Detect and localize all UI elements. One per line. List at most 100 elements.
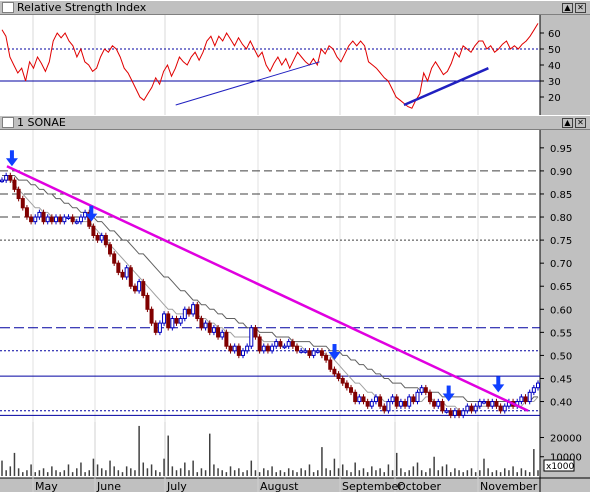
price-candle <box>398 401 403 407</box>
price-candle <box>128 267 133 287</box>
price-candle <box>295 345 300 352</box>
price-y-tick-label: 0.45 <box>550 374 572 385</box>
price-candle <box>353 391 358 403</box>
price-close-button[interactable]: ✕ <box>575 118 586 128</box>
price-candle <box>220 331 225 338</box>
price-candle <box>108 244 113 255</box>
rsi-minimize-button[interactable]: ▲ <box>562 3 573 13</box>
price-candle <box>162 313 167 324</box>
price-candle <box>211 327 216 333</box>
price-candle <box>315 350 320 353</box>
rsi-chart: 60 50 40 30 20 <box>0 15 561 115</box>
price-candle <box>349 387 354 393</box>
price-marker-arrow <box>5 150 18 167</box>
price-candle <box>33 216 38 223</box>
price-candle <box>166 313 171 329</box>
price-candle <box>24 207 29 218</box>
price-candle <box>490 401 495 407</box>
x-axis-month-label: August <box>260 480 299 492</box>
price-candle <box>357 396 362 403</box>
price-panel: 1 SONAE ▲ ✕ 0.95 0.90 0.85 0.80 0.75 0.70 0.65… <box>0 115 590 422</box>
price-candle <box>465 405 470 412</box>
price-candle <box>382 405 387 412</box>
rsi-plot-area <box>0 15 540 115</box>
price-y-tick-label: 0.90 <box>550 167 572 178</box>
price-candle <box>365 401 370 407</box>
price-candle <box>16 188 21 200</box>
price-candle <box>440 401 445 412</box>
rsi-line <box>1 23 539 109</box>
price-candle <box>70 216 75 223</box>
price-marker-arrow <box>492 376 505 393</box>
price-candle <box>203 322 208 329</box>
price-candle <box>486 401 491 407</box>
price-candle <box>448 410 453 416</box>
price-candle <box>502 405 507 412</box>
price-candle <box>124 267 129 278</box>
price-candle <box>182 308 187 320</box>
price-candle <box>344 382 349 389</box>
price-minimize-button[interactable]: ▲ <box>562 118 573 128</box>
x-axis-month-label: July <box>166 480 187 492</box>
price-candle <box>178 318 183 324</box>
price-candle <box>170 318 175 329</box>
price-candle <box>261 345 266 352</box>
x-axis-month-label: October <box>397 480 441 492</box>
price-candle <box>257 336 262 352</box>
price-candle <box>340 377 345 384</box>
price-candle <box>224 331 229 347</box>
price-candle <box>361 396 366 403</box>
price-candle <box>58 216 63 223</box>
price-candle <box>103 234 108 246</box>
price-candle <box>444 410 449 413</box>
price-candle <box>324 354 329 361</box>
price-candle <box>286 341 291 347</box>
rsi-close-button[interactable]: ✕ <box>575 3 586 13</box>
price-candle <box>116 262 121 273</box>
price-candle <box>436 401 441 407</box>
price-candle <box>240 350 245 356</box>
price-candle <box>328 359 333 370</box>
price-candle <box>91 225 96 236</box>
price-candle <box>74 221 79 224</box>
price-candle <box>207 322 212 333</box>
price-candle <box>149 308 154 324</box>
price-y-tick-label: 0.70 <box>550 259 572 270</box>
price-candle <box>228 345 233 352</box>
price-chart: 0.95 0.90 0.85 0.80 0.75 0.70 0.65 0.60 0.55 0.50… <box>0 130 572 422</box>
price-candle <box>37 211 42 218</box>
price-candle <box>132 285 137 292</box>
price-candle <box>29 216 34 223</box>
price-candle <box>199 318 204 329</box>
price-title: 1 SONAE <box>17 116 66 129</box>
x-axis-month-label: November <box>480 480 538 492</box>
rsi-title-checkbox[interactable] <box>2 2 14 13</box>
price-candle <box>78 216 83 223</box>
volume-y-tick-label: 10000 <box>550 453 582 464</box>
price-candle <box>319 350 324 356</box>
volume-unit-label: x1000 <box>546 462 575 472</box>
price-candle <box>174 318 179 324</box>
price-candle <box>411 396 416 403</box>
price-candle <box>191 304 196 315</box>
rsi-y-tick-label: 40 <box>548 61 561 72</box>
price-title-checkbox[interactable] <box>2 117 14 128</box>
price-candle <box>66 216 71 220</box>
price-y-tick-label: 0.80 <box>550 213 572 224</box>
price-titlebar: 1 SONAE ▲ ✕ <box>0 115 590 130</box>
price-candle <box>195 304 200 320</box>
price-candle <box>54 216 59 223</box>
price-candle <box>216 327 221 338</box>
price-candle <box>531 387 536 393</box>
rsi-y-tick-label: 30 <box>548 77 561 88</box>
price-candle <box>265 345 270 352</box>
rsi-title: Relative Strength Index <box>17 1 147 14</box>
price-candle <box>20 198 25 209</box>
price-candle <box>270 345 275 352</box>
price-candle <box>232 345 237 352</box>
price-trendline <box>6 165 529 412</box>
price-candle <box>12 179 17 190</box>
price-y-tick-label: 0.60 <box>550 305 572 316</box>
price-candle <box>49 216 54 223</box>
